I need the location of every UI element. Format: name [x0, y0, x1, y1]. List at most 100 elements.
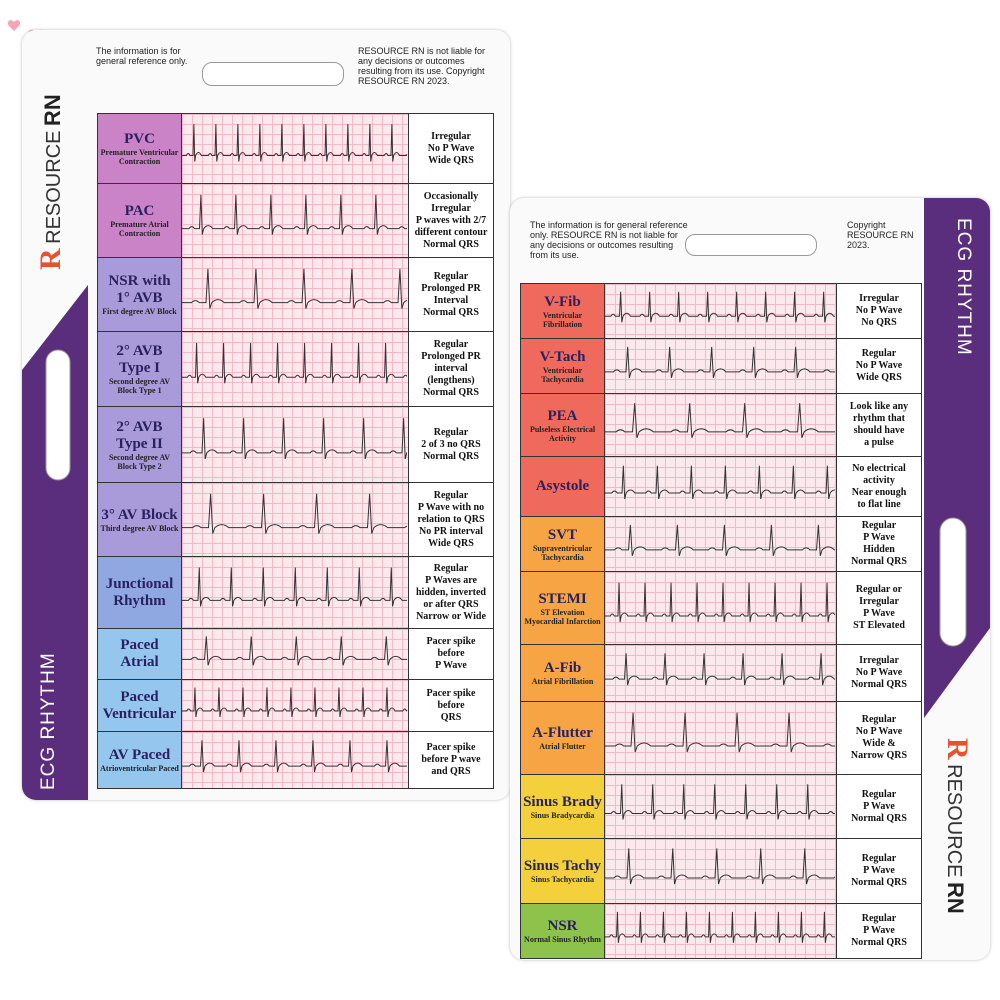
rhythm-name-cell: A-Flutter Atrial Flutter — [521, 702, 605, 774]
description-line: No P Wave — [855, 667, 903, 678]
ecg-line — [605, 582, 839, 623]
rhythm-description: No electrical activity Near enough to flat … — [837, 457, 921, 516]
rhythm-row: 2° AVB Type II Second degree AV Block Typ… — [98, 406, 493, 482]
description-line: No P Wave — [855, 360, 903, 371]
rhythm-description: Regular 2 of 3 no QRS Normal QRS — [409, 407, 493, 482]
ecg-line — [182, 636, 407, 666]
rhythm-name-cell: PEA Pulseless Electrical Activity — [521, 394, 605, 456]
rhythm-table: V-Fib Ventricular Fibrillation Irregular No… — [520, 283, 922, 959]
rhythm-subtitle: Second degree AV Block Type 1 — [108, 377, 171, 395]
ecg-strip — [182, 407, 422, 482]
rhythm-name: V-Fib — [544, 293, 581, 310]
rhythm-name: PAC — [124, 203, 155, 219]
rhythm-description: Pacer spike before P Wave — [409, 629, 493, 679]
rhythm-row: Sinus Brady Sinus Bradycardia Regular P Wav… — [521, 774, 921, 838]
description-line: Normal QRS — [423, 450, 479, 462]
description-line: No QRS — [861, 317, 897, 328]
rhythm-description: Regular No P Wave Wide QRS — [837, 339, 921, 393]
card-right: The information is for general reference… — [510, 198, 990, 960]
ecg-line — [182, 740, 441, 773]
rhythm-name: Sinus Tachy — [523, 858, 602, 874]
rhythm-description: Pacer spike before P wave and QRS — [409, 732, 493, 788]
description-line: No electrical — [852, 462, 906, 474]
description-line: Regular — [433, 562, 469, 574]
rhythm-row: PAC Premature Atrial Contraction Occasiona… — [98, 183, 493, 257]
rhythm-name: Sinus Brady — [523, 793, 602, 810]
side-label: ECG RHYTHM — [38, 652, 59, 790]
rhythm-name: PEA — [547, 407, 578, 424]
brand: R RESOURCE RN — [34, 94, 68, 270]
ecg-strip — [182, 184, 427, 257]
rhythm-description: Irregular No P Wave No QRS — [837, 284, 921, 338]
rhythm-name-cell: V-Tach Ventricular Tachycardia — [521, 339, 605, 393]
rhythm-description: Regular Prolonged PR Interval Normal QRS — [409, 258, 493, 331]
rhythm-name-cell: PVC Premature Ventricular Contraction — [98, 114, 182, 183]
ecg-line — [182, 194, 427, 235]
description-line: Normal QRS — [423, 387, 479, 398]
description-line: Normal QRS — [423, 238, 479, 250]
description-line: ST Elevated — [853, 620, 905, 631]
description-line: rhythm that — [853, 413, 905, 424]
rhythm-name: NSR — [547, 918, 578, 934]
ecg-strip — [605, 394, 880, 456]
rhythm-row: PEA Pulseless Electrical Activity Look lik… — [521, 393, 921, 456]
rhythm-name-cell: PAC Premature Atrial Contraction — [98, 184, 182, 257]
ecg-strip — [605, 839, 869, 903]
ecg-line — [605, 911, 835, 943]
description-line: Narrow QRS — [850, 750, 908, 761]
description-line: Normal QRS — [851, 937, 907, 948]
disclaimer: The information is for general reference… — [530, 220, 688, 260]
description-line: Pacer spike — [426, 742, 476, 753]
description-line: Irregular — [859, 293, 899, 304]
rhythm-name-cell: A-Fib Atrial Fibrillation — [521, 645, 605, 701]
description-line: P Waves are — [425, 574, 477, 586]
rhythm-row: AV Paced Atrioventricular Paced Pacer spik… — [98, 731, 493, 788]
ecg-line — [605, 784, 853, 820]
ecg-trace — [605, 784, 853, 820]
rhythm-name-cell: 2° AVB Type II Second degree AV Block Typ… — [98, 407, 182, 482]
rhythm-name: NSR with 1° AVB — [108, 273, 171, 306]
description-line: or after QRS — [423, 598, 479, 610]
description-line: Occasionally — [423, 190, 479, 202]
rhythm-subtitle: Normal Sinus Rhythm — [524, 935, 601, 944]
description-line: before — [437, 699, 465, 711]
ecg-trace — [605, 403, 880, 438]
description-line: P Wave — [863, 608, 895, 619]
description-line: Pacer spike — [426, 687, 476, 699]
rhythm-row: A-Flutter Atrial Flutter Regular No P Wave W… — [521, 701, 921, 774]
ecg-strip — [182, 557, 438, 628]
rhythm-name-cell: Paced Ventricular — [98, 680, 182, 731]
ecg-strip — [605, 572, 839, 644]
rhythm-row: 3° AV Block Third degree AV Block Regular P… — [98, 482, 493, 556]
rhythm-name: SVT — [547, 526, 578, 543]
rhythm-name-cell: 2° AVB Type I Second degree AV Block Type… — [98, 332, 182, 406]
ecg-strip — [605, 457, 843, 516]
description-line: Normal QRS — [851, 877, 907, 888]
side-stripe — [924, 198, 990, 718]
ecg-trace — [182, 124, 424, 162]
rhythm-name-cell: Sinus Tachy Sinus Tachycardia — [521, 839, 605, 903]
ecg-strip — [182, 629, 409, 679]
rhythm-description: Irregular No P Wave Wide QRS — [409, 114, 493, 183]
rhythm-row: V-Fib Ventricular Fibrillation Irregular No… — [521, 284, 921, 338]
ecg-trace — [182, 342, 425, 384]
description-line: Normal QRS — [851, 812, 907, 824]
rhythm-subtitle: Pulseless Electrical Activity — [529, 424, 596, 443]
description-line: Regular — [861, 714, 897, 725]
rhythm-name: A-Flutter — [532, 725, 593, 741]
ecg-trace — [182, 636, 407, 666]
ecg-trace — [605, 291, 837, 323]
brand-name: RESOURCE — [43, 130, 65, 244]
brand-suffix: RN — [943, 881, 968, 914]
rhythm-row: PVC Premature Ventricular Contraction Irre… — [98, 114, 493, 183]
description-line: Regular — [433, 489, 469, 501]
ecg-trace — [182, 567, 438, 607]
legal-note: Copyright RESOURCE RN 2023. — [847, 220, 914, 250]
ecg-trace — [605, 848, 869, 885]
ecg-trace — [605, 465, 843, 500]
ecg-trace — [605, 524, 840, 557]
rhythm-name: STEMI — [538, 590, 587, 607]
rhythm-subtitle: Atrioventricular Paced — [100, 764, 179, 773]
description-line: Regular — [433, 270, 469, 282]
ecg-trace — [605, 653, 839, 686]
